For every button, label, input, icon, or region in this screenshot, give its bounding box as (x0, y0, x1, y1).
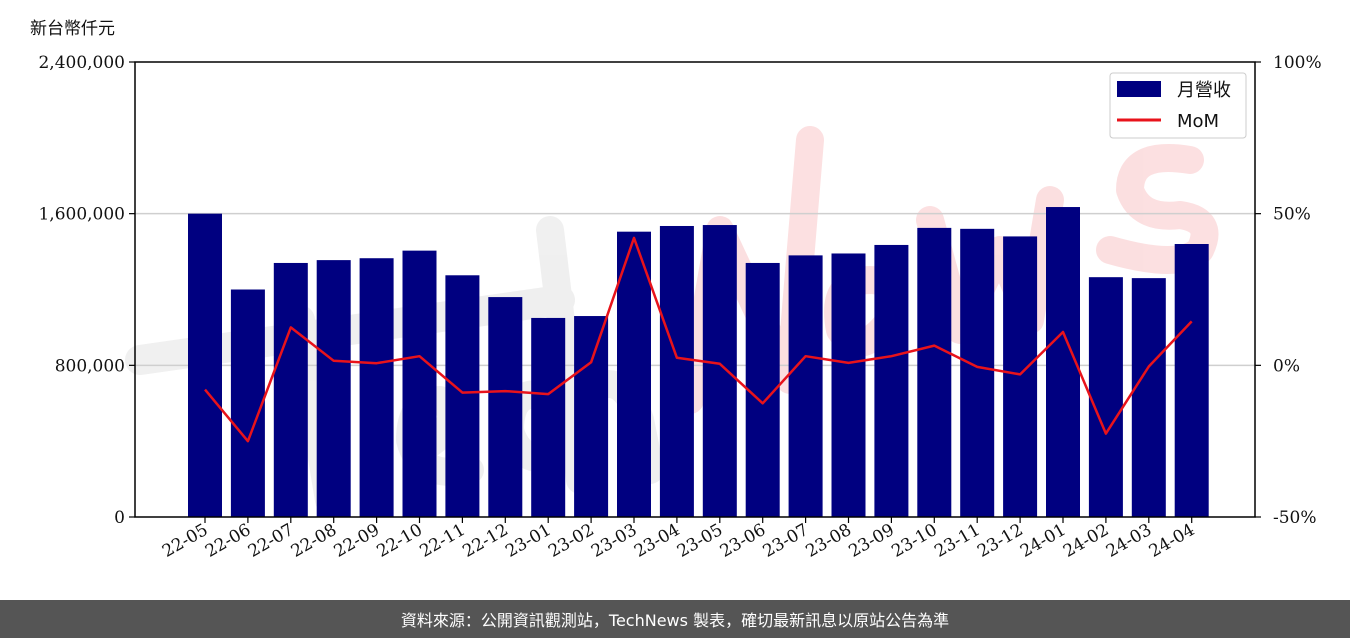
x-tick-label: 23-04 (631, 520, 683, 562)
bar-24-03 (1131, 278, 1166, 517)
x-tick-label: 22-07 (245, 520, 297, 562)
x-tick-label: 24-04 (1146, 520, 1198, 562)
legend: 月營收 MoM (1109, 72, 1247, 139)
bar-22-11 (445, 275, 480, 517)
left-y-axis: 0 800,000 1,600,000 2,400,000 (38, 53, 135, 528)
x-tick-label: 22-06 (202, 520, 254, 562)
left-tick-label: 2,400,000 (38, 53, 125, 73)
x-tick-label: 22-10 (374, 520, 426, 562)
bar-24-02 (1088, 277, 1123, 517)
x-tick-label: 22-11 (416, 520, 468, 562)
bar-23-09 (874, 244, 909, 517)
line-series-mom (204, 236, 1193, 443)
x-tick-label: 22-09 (331, 520, 383, 562)
left-tick-label: 0 (114, 508, 125, 528)
x-tick-label: 23-07 (760, 520, 812, 562)
revenue-chart: 0 800,000 1,600,000 2,400,000 -50% 0% 50% 100%… (38, 53, 1322, 562)
bar-24-04 (1174, 244, 1209, 517)
legend-swatch-revenue (1117, 81, 1161, 97)
x-tick-label: 23-11 (931, 520, 983, 562)
bar-23-10 (917, 227, 952, 517)
bar-23-03 (617, 231, 651, 518)
bar-22-10 (402, 250, 437, 517)
bar-23-01 (531, 317, 566, 517)
bar-23-02 (574, 316, 609, 517)
x-tick-label: 23-01 (502, 520, 554, 562)
bar-22-08 (316, 260, 351, 517)
source-footer: 資料來源：公開資訊觀測站，TechNews 製表，確切最新訊息以原站公告為準 (0, 600, 1350, 638)
plot-frame (134, 61, 1256, 518)
x-tick-label: 22-12 (459, 520, 511, 562)
bar-22-12 (488, 297, 523, 517)
x-tick-label: 23-03 (588, 520, 640, 562)
right-tick-label: -50% (1273, 508, 1317, 528)
legend-label-mom: MoM (1177, 111, 1219, 132)
right-tick-label: 100% (1273, 53, 1322, 73)
x-tick-label: 24-03 (1103, 520, 1155, 562)
left-tick-label: 1,600,000 (38, 205, 125, 225)
right-tick-label: 0% (1273, 356, 1300, 376)
x-tick-label: 23-12 (974, 520, 1026, 562)
bar-23-11 (960, 228, 995, 518)
x-tick-label: 23-06 (717, 520, 769, 562)
bar-23-04 (659, 225, 694, 518)
bar-23-05 (702, 225, 737, 517)
source-footer-text: 資料來源：公開資訊觀測站，TechNews 製表，確切最新訊息以原站公告為準 (400, 611, 950, 630)
left-tick-label: 800,000 (55, 356, 125, 376)
x-tick-label: 24-01 (1017, 520, 1069, 562)
y-axis-label: 新台幣仟元 (30, 19, 115, 39)
bar-23-07 (788, 255, 823, 517)
bar-23-08 (831, 253, 866, 517)
bar-23-12 (1003, 236, 1038, 517)
bar-22-07 (273, 262, 308, 517)
bar-22-05 (188, 213, 222, 517)
x-tick-label: 23-08 (803, 520, 855, 562)
mom-line (204, 236, 1193, 443)
bar-22-09 (359, 258, 394, 517)
x-tick-label: 23-02 (545, 520, 597, 562)
x-tick-label: 23-05 (674, 520, 726, 562)
bar-22-06 (230, 289, 265, 517)
bar-series-revenue (188, 207, 1209, 518)
x-tick-label: 23-10 (888, 520, 940, 562)
x-tick-label: 24-02 (1060, 520, 1112, 562)
right-tick-label: 50% (1273, 205, 1311, 225)
legend-label-revenue: 月營收 (1177, 80, 1231, 101)
right-y-axis: -50% 0% 50% 100% (1255, 53, 1322, 528)
x-tick-label: 23-09 (845, 520, 897, 562)
x-tick-label: 22-05 (159, 520, 211, 562)
x-tick-label: 22-08 (288, 520, 340, 562)
x-axis: 22-0522-0622-0722-0822-0922-1022-1122-12… (159, 517, 1198, 562)
